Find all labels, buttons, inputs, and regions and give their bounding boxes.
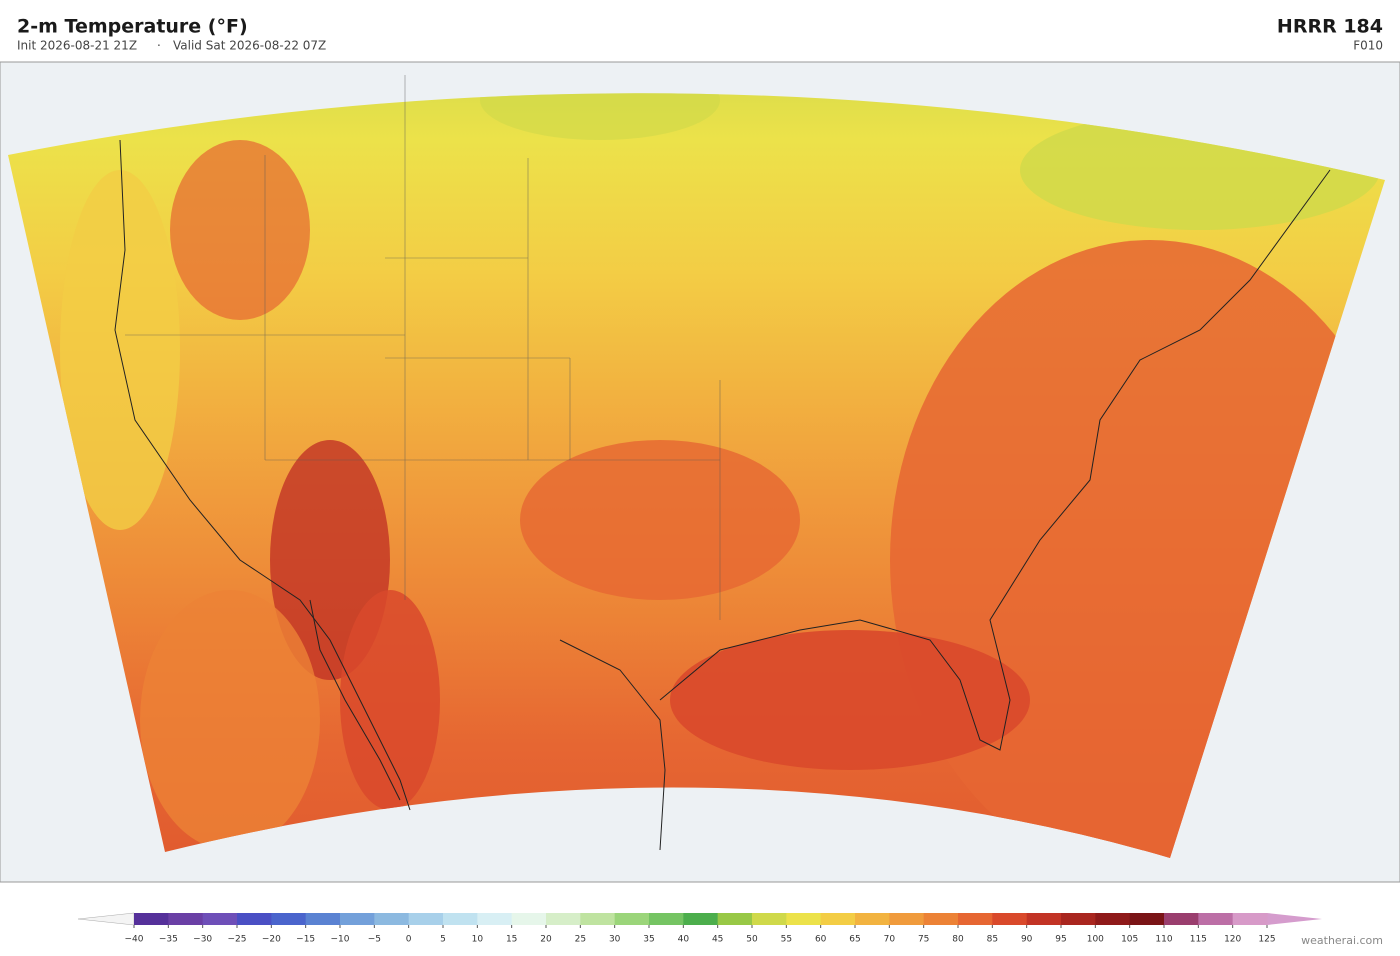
colorbar-tick-label: 105 (1121, 935, 1138, 945)
title: 2-m Temperature (°F) (17, 16, 248, 38)
colorbar-bin (992, 913, 1028, 925)
separator: · (157, 39, 161, 53)
colorbar-bin (614, 913, 650, 925)
colorbar-tick-label: 115 (1190, 935, 1207, 945)
colorbar-bin (305, 913, 341, 925)
colorbar-bin (374, 913, 410, 925)
colorbar-tick-label: 10 (472, 935, 484, 945)
temperature-field (8, 93, 1385, 858)
colorbar-bin (1232, 913, 1268, 925)
colorbar-tick-label: 125 (1258, 935, 1275, 945)
colorbar-bin (237, 913, 272, 925)
colorbar-bin (649, 913, 684, 925)
colorbar-tick-label: 60 (815, 935, 827, 945)
colorbar-bin (683, 913, 719, 925)
colorbar-bin (923, 913, 959, 925)
colorbar-tick-label: −10 (331, 935, 350, 945)
colorbar-tick-label: −5 (368, 935, 381, 945)
colorbar-bin (408, 913, 444, 925)
colorbar-bin (340, 913, 375, 925)
colorbar-bin (271, 913, 307, 925)
colorbar-tick-label: 20 (540, 935, 552, 945)
colorbar-tick-label: 40 (678, 935, 690, 945)
colorbar-tick-label: −30 (193, 935, 212, 945)
coastlines (114, 139, 1331, 851)
model-name: HRRR 184 (1277, 16, 1383, 38)
colorbar-tick-label: 35 (643, 935, 654, 945)
colorbar-tick-label: 15 (506, 935, 517, 945)
colorbar-tick-label: 100 (1087, 935, 1104, 945)
colorbar-bin (1198, 913, 1234, 925)
colorbar-bin (134, 913, 169, 925)
colorbar-tick-label: 90 (1021, 935, 1033, 945)
valid-time: Valid Sat 2026-08-22 07Z (173, 39, 326, 53)
colorbar-bin (1061, 913, 1096, 925)
colorbar-bin (580, 913, 616, 925)
init-time: Init 2026-08-21 21Z (17, 39, 137, 53)
colorbar-bin (1129, 913, 1165, 925)
colorbar-bin (1164, 913, 1199, 925)
colorbar-tick-label: 0 (406, 935, 412, 945)
colorbar-tick-label: −15 (296, 935, 315, 945)
colorbar-bin (717, 913, 753, 925)
colorbar-tick-label: −40 (125, 935, 144, 945)
colorbar-under (77, 912, 135, 926)
colorbar-tick-label: 75 (918, 935, 929, 945)
forecast-hour: F010 (1353, 39, 1383, 53)
colorbar-bin (511, 913, 547, 925)
colorbar-tick-label: −35 (159, 935, 178, 945)
colorbar-bin (477, 913, 513, 925)
colorbar-tick-label: 110 (1155, 935, 1172, 945)
colorbar-bin (889, 913, 925, 925)
colorbar-bin (1095, 913, 1131, 925)
colorbar-bin (546, 913, 581, 925)
colorbar-over (1267, 913, 1322, 925)
colorbar-tick-label: 55 (781, 935, 792, 945)
colorbar-tick-label: 80 (952, 935, 964, 945)
colorbar-tick-label: 5 (440, 935, 446, 945)
colorbar: −40 −35 −30 −25 −20 −15 −10 −5 0 5 10 15 20 25 30 35 40 4… (77, 912, 1322, 945)
colorbar-bin (443, 913, 478, 925)
colorbar-bin (752, 913, 787, 925)
state-borders (125, 75, 721, 620)
colorbar-tick-label: 85 (987, 935, 998, 945)
colorbar-bin (786, 913, 822, 925)
colorbar-bin (202, 913, 238, 925)
colorbar-tick-label: −25 (228, 935, 247, 945)
colorbar-bin (958, 913, 993, 925)
colorbar-tick-label: 95 (1055, 935, 1066, 945)
colorbar-tick-label: 70 (884, 935, 896, 945)
colorbar-tick-label: 25 (575, 935, 586, 945)
colorbar-tick-label: 45 (712, 935, 723, 945)
colorbar-tick-label: 50 (746, 935, 758, 945)
colorbar-tick-label: 65 (849, 935, 860, 945)
colorbar-bin (855, 913, 890, 925)
colorbar-tick-label: −20 (262, 935, 281, 945)
colorbar-tick-label: 30 (609, 935, 621, 945)
colorbar-bin (1026, 913, 1062, 925)
colorbar-bin (820, 913, 856, 925)
colorbar-bin (168, 913, 204, 925)
colorbar-tick-label: 120 (1224, 935, 1241, 945)
credit: weatherai.com (1301, 934, 1383, 947)
